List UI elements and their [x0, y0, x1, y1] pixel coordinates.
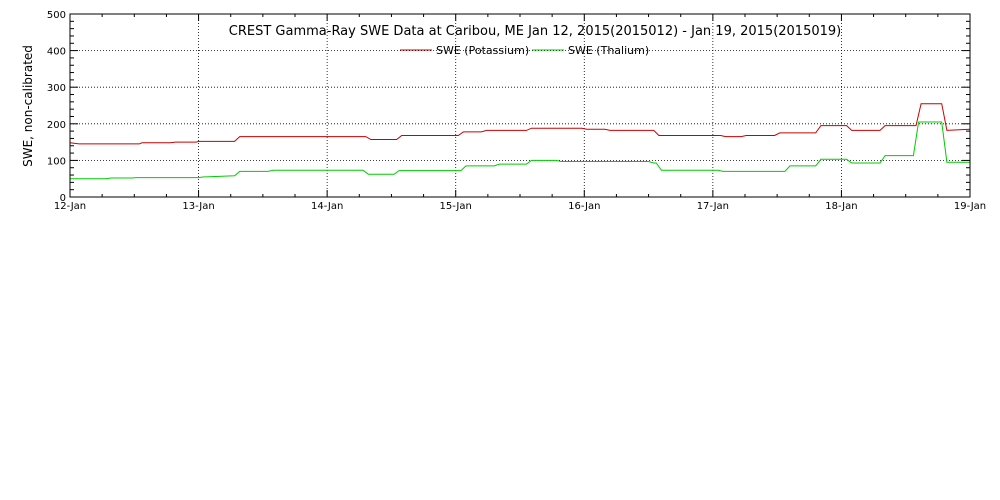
- x-tick-label: 13-Jan: [182, 201, 214, 212]
- y-tick-label: 500: [47, 10, 66, 21]
- series-line-0: [69, 103, 971, 145]
- y-tick-label: 300: [47, 83, 66, 94]
- legend-label-1: SWE (Thalium): [568, 44, 649, 57]
- x-tick-label: 15-Jan: [440, 201, 472, 212]
- x-tick-label: 17-Jan: [697, 201, 729, 212]
- x-tick-label: 14-Jan: [311, 201, 343, 212]
- legend: SWE (Potassium) SWE (Thalium): [400, 44, 649, 57]
- series-line-1: [70, 121, 970, 180]
- x-tick-label: 19-Jan: [954, 201, 986, 212]
- x-tick-label: 16-Jan: [568, 201, 600, 212]
- x-tick-label: 18-Jan: [825, 201, 857, 212]
- axis-ticks: [69, 13, 971, 198]
- y-axis-label: SWE, non-calibrated: [21, 45, 35, 167]
- y-tick-label: 0: [60, 193, 66, 204]
- legend-label-0: SWE (Potassium): [436, 44, 529, 57]
- chart-title: CREST Gamma-Ray SWE Data at Caribou, ME …: [229, 24, 841, 39]
- y-tick-label: 400: [47, 47, 66, 58]
- series-lines: [69, 103, 971, 180]
- tick-labels: 12-Jan 13-Jan 14-Jan 15-Jan 16-Jan 17-Jan 18-J…: [47, 10, 986, 212]
- y-tick-label: 100: [47, 156, 66, 167]
- y-tick-label: 200: [47, 120, 66, 131]
- grid-lines: [70, 14, 970, 197]
- x-tick-label: 12-Jan: [54, 201, 86, 212]
